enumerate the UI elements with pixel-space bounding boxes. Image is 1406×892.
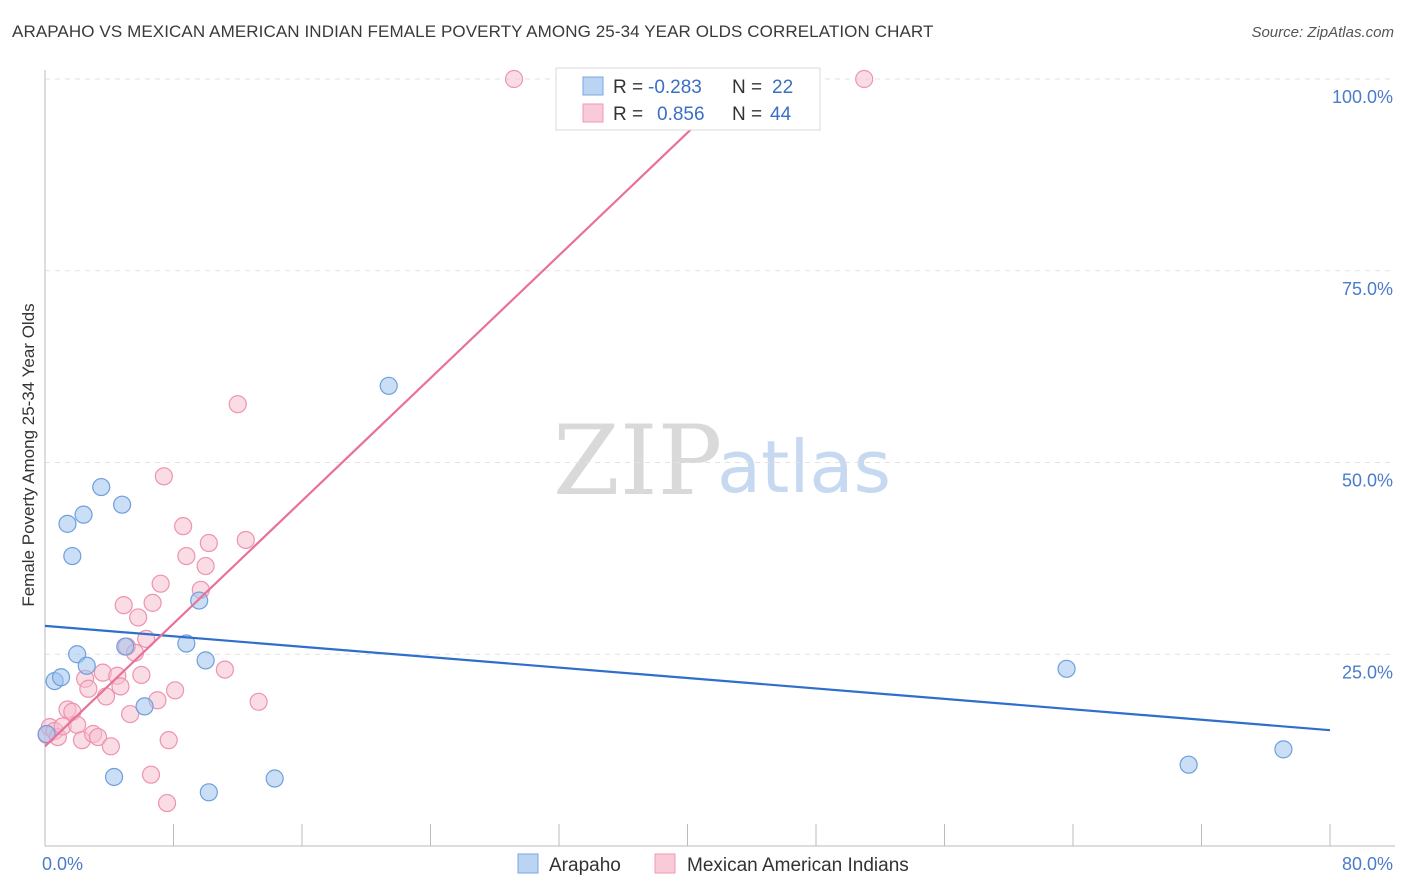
data-point: [215, 660, 234, 679]
series-legend-arapaho: Arapaho: [549, 855, 621, 876]
legend-r-value-1: -0.283: [648, 77, 702, 98]
x-tick-label: 80.0%: [1342, 854, 1393, 874]
data-point: [77, 656, 96, 675]
data-point: [88, 727, 108, 747]
x-tick-label: 0.0%: [42, 854, 83, 874]
data-point: [154, 467, 173, 486]
data-point: [177, 546, 196, 566]
y-axis-label: Female Poverty Among 25-34 Year Olds: [19, 303, 38, 606]
grid-lines: [45, 78, 1395, 655]
data-point: [116, 637, 135, 656]
legend-swatch-arapaho: [582, 76, 604, 96]
data-point: [68, 715, 87, 734]
y-tick-label: 25.0%: [1342, 662, 1393, 682]
data-point: [1179, 755, 1198, 774]
trend-line-mexican: [44, 78, 745, 748]
data-point: [196, 651, 215, 670]
watermark-zip: ZIP: [553, 405, 722, 517]
data-point: [177, 634, 196, 653]
trend-lines: [44, 78, 1331, 748]
data-point: [249, 692, 268, 711]
data-point: [132, 665, 151, 685]
data-point: [37, 724, 56, 744]
data-point: [166, 681, 185, 700]
data-point: [1057, 659, 1076, 678]
data-point: [104, 767, 124, 787]
data-point: [174, 517, 193, 536]
data-point: [236, 530, 255, 550]
stats-legend: R = -0.283 N = 22 R = 0.856 N = 44: [555, 67, 821, 131]
data-point: [96, 687, 116, 706]
trend-line-arapaho: [44, 624, 1331, 732]
watermark-atlas: atlas: [717, 425, 891, 509]
series-legend-swatch-mexican: [654, 853, 676, 874]
legend-r-label-2: R =: [613, 104, 643, 125]
tick-labels: 25.0% 50.0% 75.0% 100.0% 0.0% 80.0%: [42, 87, 1393, 874]
data-point: [159, 731, 178, 750]
legend-n-value-1: 22: [772, 77, 793, 98]
data-point: [92, 477, 111, 497]
data-point: [504, 69, 524, 89]
data-point: [141, 765, 161, 784]
legend-n-label-1: N =: [732, 77, 762, 98]
data-point: [112, 495, 132, 514]
data-point: [143, 593, 162, 612]
data-point: [265, 769, 284, 788]
y-tick-label: 100.0%: [1332, 87, 1393, 107]
data-point: [151, 574, 170, 593]
data-point: [855, 69, 874, 89]
source-label: Source: ZipAtlas.com: [1251, 24, 1394, 41]
data-point: [114, 596, 133, 615]
data-point: [196, 556, 215, 576]
axes: [44, 70, 1395, 847]
series-legend-swatch-arapaho: [517, 853, 539, 874]
data-point: [121, 704, 140, 724]
chart-title: ARAPAHO VS MEXICAN AMERICAN INDIAN FEMAL…: [12, 22, 934, 41]
legend-swatch-mexican: [582, 103, 604, 123]
data-point: [79, 679, 98, 698]
legend-n-value-2: 44: [770, 104, 792, 125]
y-tick-label: 75.0%: [1342, 279, 1393, 299]
data-point: [111, 677, 130, 696]
data-point: [101, 737, 120, 756]
data-point: [157, 793, 177, 813]
data-point: [129, 608, 148, 627]
series-legend-mexican: Mexican American Indians: [687, 855, 909, 876]
series-legend: Arapaho Mexican American Indians: [517, 853, 909, 876]
data-point: [379, 376, 398, 395]
data-point: [51, 668, 71, 687]
data-point: [199, 533, 218, 553]
data-point: [74, 505, 93, 524]
data-point: [58, 514, 77, 533]
data-point: [228, 395, 247, 414]
data-point: [135, 697, 154, 716]
y-tick-label: 50.0%: [1342, 471, 1393, 491]
data-point: [63, 546, 82, 566]
data-point: [1274, 740, 1293, 759]
data-point: [199, 783, 218, 802]
legend-n-label-2: N =: [732, 104, 762, 125]
legend-r-label-1: R =: [613, 77, 643, 98]
legend-r-value-2: 0.856: [657, 104, 705, 125]
